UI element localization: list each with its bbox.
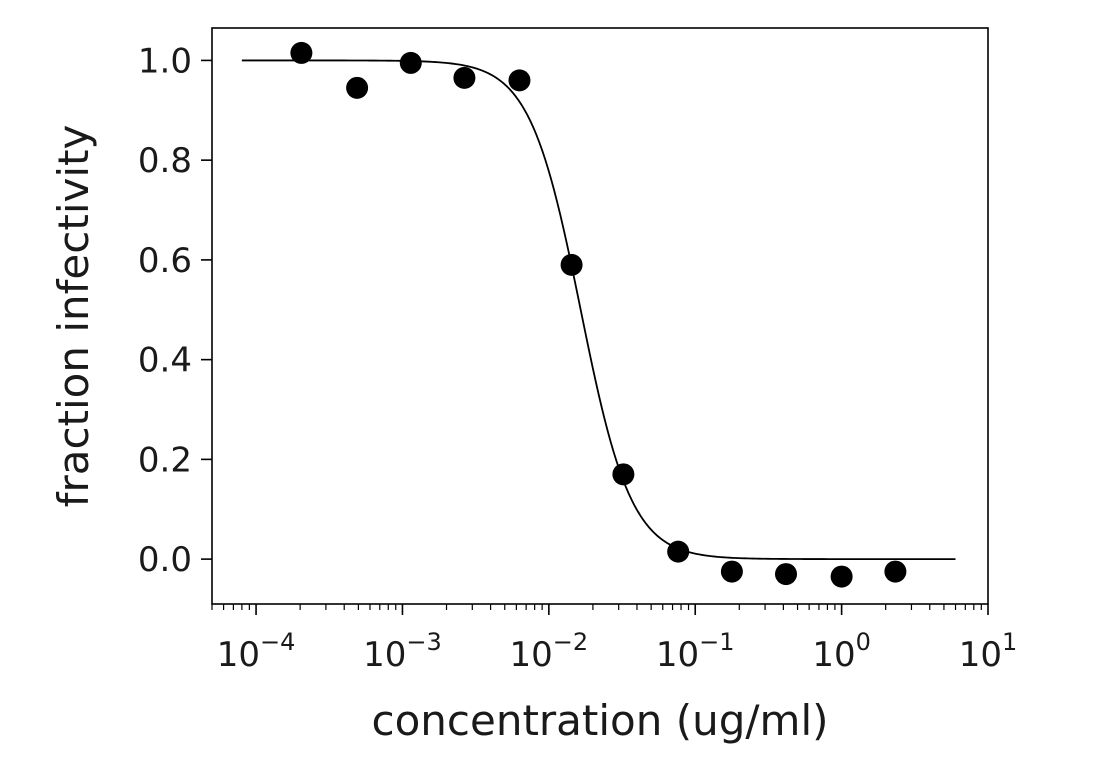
data-points [290,41,907,588]
y-axis-label: fraction infectivity [49,125,98,508]
data-point [612,463,635,486]
y-tick-label: 0.4 [138,341,192,381]
data-point [453,66,476,89]
plot-area [211,27,989,605]
x-tick-label: 10−1 [656,628,735,675]
data-point [508,69,531,92]
data-point [884,560,907,583]
data-point [775,563,798,586]
x-tick-label: 10−3 [363,628,442,675]
data-point [667,540,690,563]
x-tick-label: 101 [959,628,1018,675]
y-tick-label: 0.8 [138,141,192,181]
y-axis-ticks: 0.0 0.2 0.4 0.6 0.8 1.0 [138,41,212,580]
x-tick-label: 10−2 [510,628,589,675]
data-point [346,76,369,99]
data-point [560,253,583,276]
y-tick-label: 1.0 [138,41,192,81]
fit-curve-line [241,59,956,561]
x-tick-label: 100 [812,628,871,675]
y-tick-label: 0.0 [138,540,192,580]
x-axis-ticks: 10−4 10−3 10−2 10−1 100 101 [211,604,1018,675]
x-axis-label: concentration (ug/ml) [371,696,828,745]
y-tick-label: 0.2 [138,440,192,480]
data-point [290,41,313,64]
y-tick-label: 0.6 [138,241,192,281]
data-point [720,560,743,583]
x-tick-label: 10−4 [217,628,296,675]
data-point [830,565,853,588]
data-point [399,51,422,74]
